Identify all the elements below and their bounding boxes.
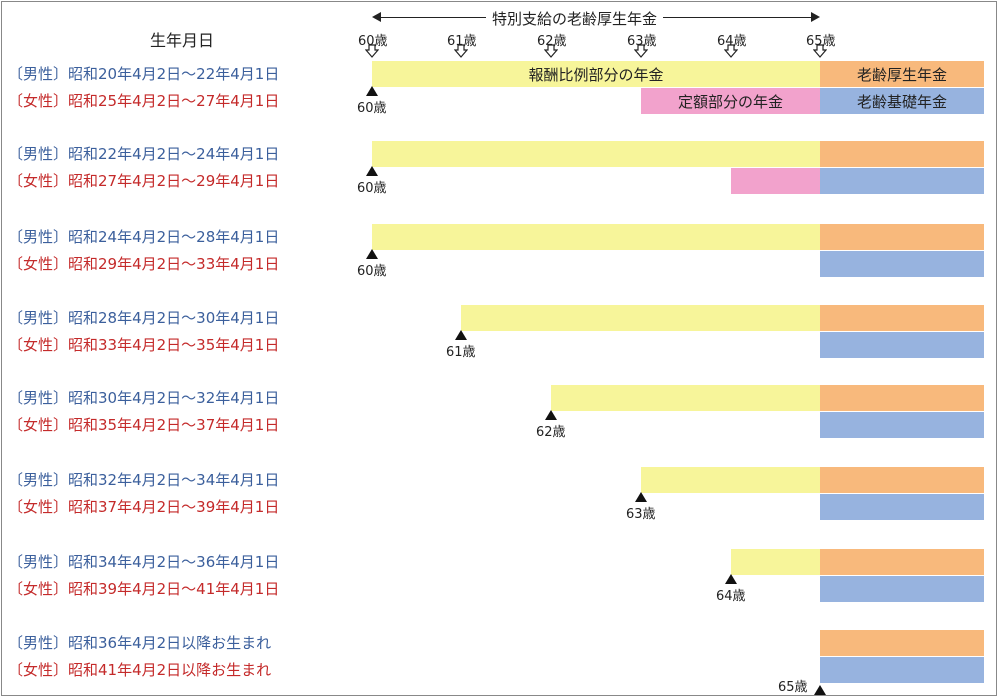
top-age-label: 63歳 — [627, 34, 657, 49]
male-birthdate-range: 〔男性〕昭和36年4月2日以降お生まれ — [8, 634, 272, 652]
female-birthdate-range: 〔女性〕昭和29年4月2日〜33年4月1日 — [8, 255, 280, 273]
female-birthdate-range: 〔女性〕昭和25年4月2日〜27年4月1日 — [8, 92, 280, 110]
old-age-basic-pension-bar — [820, 168, 984, 194]
male-birthdate-range: 〔男性〕昭和28年4月2日〜30年4月1日 — [8, 309, 280, 327]
top-age-label: 62歳 — [537, 34, 567, 49]
earnings-related-bar — [372, 141, 820, 167]
old-age-basic-pension-bar — [820, 412, 984, 438]
start-age-label: 63歳 — [626, 507, 656, 522]
start-age-label: 60歳 — [357, 181, 387, 196]
male-birthdate-range: 〔男性〕昭和22年4月2日〜24年4月1日 — [8, 145, 280, 163]
top-age-label: 65歳 — [806, 34, 836, 49]
down-arrow-icon — [365, 44, 379, 58]
down-arrow-icon — [544, 44, 558, 58]
span-arrowhead-right — [811, 12, 820, 22]
old-age-basic-pension-bar — [820, 494, 984, 520]
old-age-employees-pension-bar — [820, 467, 984, 493]
male-birthdate-range: 〔男性〕昭和32年4月2日〜34年4月1日 — [8, 471, 280, 489]
start-marker-icon — [366, 166, 378, 176]
start-marker-icon — [814, 685, 826, 695]
earnings-related-bar: 報酬比例部分の年金 — [372, 61, 820, 87]
fixed-amount-bar: 定額部分の年金 — [641, 88, 820, 114]
fixed-amount-bar — [731, 168, 820, 194]
male-birthdate-range: 〔男性〕昭和30年4月2日〜32年4月1日 — [8, 389, 280, 407]
male-birthdate-range: 〔男性〕昭和20年4月2日〜22年4月1日 — [8, 65, 280, 83]
male-birthdate-range: 〔男性〕昭和34年4月2日〜36年4月1日 — [8, 553, 280, 571]
old-age-basic-pension-bar — [820, 657, 984, 683]
start-age-label: 62歳 — [536, 425, 566, 440]
old-age-basic-pension-bar — [820, 576, 984, 602]
start-age-label: 65歳 — [778, 680, 808, 695]
earnings-related-bar — [731, 549, 820, 575]
down-arrow-icon — [634, 44, 648, 58]
old-age-employees-pension-bar: 老齢厚生年金 — [820, 61, 984, 87]
down-arrow-icon — [813, 44, 827, 58]
old-age-employees-pension-bar — [820, 549, 984, 575]
start-marker-icon — [545, 410, 557, 420]
female-birthdate-range: 〔女性〕昭和35年4月2日〜37年4月1日 — [8, 416, 280, 434]
female-birthdate-range: 〔女性〕昭和33年4月2日〜35年4月1日 — [8, 336, 280, 354]
old-age-basic-pension-bar — [820, 251, 984, 277]
dob-column-title: 生年月日 — [150, 31, 215, 50]
start-age-label: 64歳 — [716, 589, 746, 604]
female-birthdate-range: 〔女性〕昭和41年4月2日以降お生まれ — [8, 661, 272, 679]
old-age-employees-pension-bar — [820, 224, 984, 250]
span-arrowhead-left — [372, 12, 381, 22]
start-age-label: 60歳 — [357, 264, 387, 279]
old-age-employees-pension-bar — [820, 385, 984, 411]
start-marker-icon — [635, 492, 647, 502]
old-age-employees-pension-bar — [820, 141, 984, 167]
start-marker-icon — [366, 86, 378, 96]
start-marker-icon — [366, 249, 378, 259]
top-age-label: 64歳 — [717, 34, 747, 49]
start-age-label: 60歳 — [357, 101, 387, 116]
female-birthdate-range: 〔女性〕昭和27年4月2日〜29年4月1日 — [8, 172, 280, 190]
female-birthdate-range: 〔女性〕昭和37年4月2日〜39年4月1日 — [8, 498, 280, 516]
earnings-related-bar — [372, 224, 820, 250]
old-age-basic-pension-bar — [820, 332, 984, 358]
top-age-label: 60歳 — [358, 34, 388, 49]
down-arrow-icon — [724, 44, 738, 58]
male-birthdate-range: 〔男性〕昭和24年4月2日〜28年4月1日 — [8, 228, 280, 246]
old-age-employees-pension-bar — [820, 630, 984, 656]
span-label: 特別支給の老齢厚生年金 — [486, 8, 664, 29]
earnings-related-bar — [641, 467, 820, 493]
start-marker-icon — [455, 330, 467, 340]
female-birthdate-range: 〔女性〕昭和39年4月2日〜41年4月1日 — [8, 580, 280, 598]
earnings-related-bar — [461, 305, 820, 331]
start-marker-icon — [725, 574, 737, 584]
old-age-employees-pension-bar — [820, 305, 984, 331]
start-age-label: 61歳 — [446, 345, 476, 360]
earnings-related-bar — [551, 385, 820, 411]
old-age-basic-pension-bar: 老齢基礎年金 — [820, 88, 984, 114]
down-arrow-icon — [454, 44, 468, 58]
top-age-label: 61歳 — [447, 34, 477, 49]
